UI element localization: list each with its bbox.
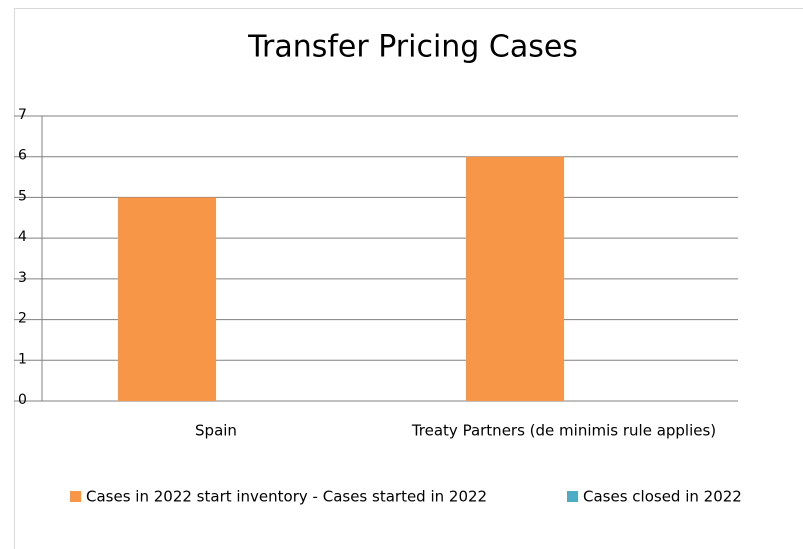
legend-swatch xyxy=(567,491,578,502)
y-tick-label: 7 xyxy=(18,107,27,123)
y-tick-label: 3 xyxy=(18,270,27,286)
legend-label: Cases closed in 2022 xyxy=(583,488,742,506)
y-tick-label: 2 xyxy=(18,311,27,327)
y-tick-label: 1 xyxy=(18,351,27,367)
y-tick-label: 0 xyxy=(18,392,27,408)
x-tick-label: Spain xyxy=(195,422,237,440)
legend-label: Cases in 2022 start inventory - Cases st… xyxy=(86,488,487,506)
legend-swatch xyxy=(70,491,81,502)
y-tick-label: 5 xyxy=(18,188,27,204)
y-tick-label: 6 xyxy=(18,148,27,164)
x-tick-label: Treaty Partners (de minimis rule applies… xyxy=(411,422,716,440)
bar xyxy=(466,156,564,401)
bar xyxy=(118,197,216,401)
chart-border xyxy=(14,8,803,549)
chart-title: Transfer Pricing Cases xyxy=(247,30,578,65)
y-tick-label: 4 xyxy=(18,229,27,245)
